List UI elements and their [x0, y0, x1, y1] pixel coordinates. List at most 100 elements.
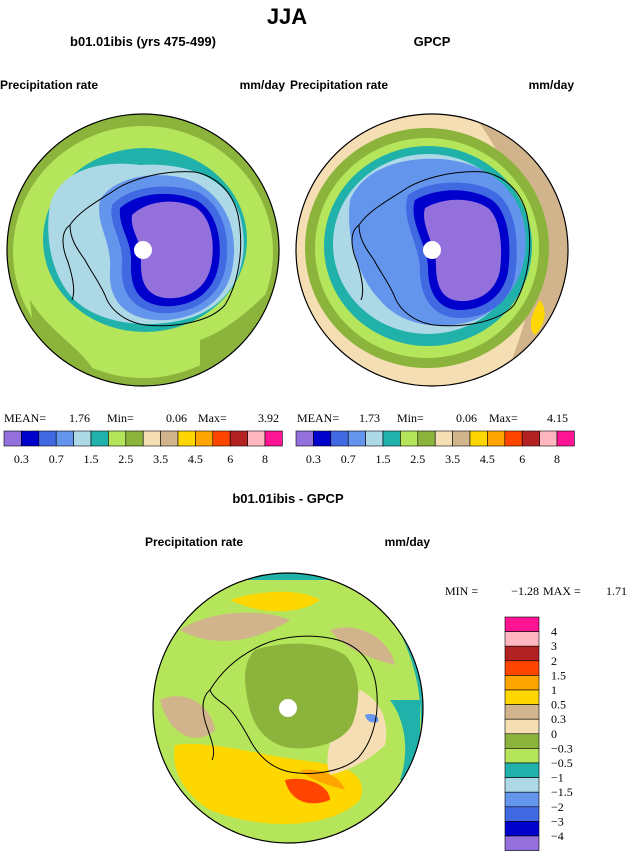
colorbar-tick-label: −1	[551, 771, 564, 785]
colorbar-tick-label: 8	[554, 452, 560, 466]
panel-b-right-label: mm/day	[529, 78, 575, 92]
panel-c-min-label: MIN =	[445, 584, 478, 598]
colorbar-tick-label: 3.5	[153, 452, 168, 466]
panel-a-right-label: mm/day	[240, 78, 286, 92]
colorbar-tick-label: 6	[519, 452, 525, 466]
colorbar-tick-label: 0.5	[551, 698, 566, 712]
colorbar-swatch	[504, 675, 540, 691]
colorbar-tick-label: 3	[551, 639, 557, 653]
colorbar-swatch	[434, 430, 453, 447]
colorbar-swatch	[295, 430, 314, 447]
colorbar-swatch	[247, 430, 266, 447]
panel-c-title: b01.01ibis - GPCP	[232, 491, 344, 506]
panel-a-mean: 1.76	[69, 411, 90, 425]
colorbar-tick-label: 0.7	[49, 452, 64, 466]
panel-c-left-label: Precipitation rate	[145, 535, 243, 549]
colorbar-swatch	[452, 430, 471, 447]
colorbar-swatch	[504, 748, 540, 764]
colorbar-swatch	[212, 430, 231, 447]
panel-b-max: 4.15	[547, 411, 568, 425]
map-model	[6, 113, 280, 387]
panel-c-max-label: MAX =	[543, 584, 581, 598]
colorbar-tick-label: 0.3	[14, 452, 29, 466]
colorbar-tick-label: 6	[227, 452, 233, 466]
colorbar-swatch	[90, 430, 109, 447]
colorbar-tick-label: 1.5	[376, 452, 391, 466]
colorbar-tick-label: 1	[551, 683, 557, 697]
colorbar-swatch	[313, 430, 332, 447]
colorbar-swatch	[504, 660, 540, 676]
colorbar-swatch	[382, 430, 401, 447]
colorbar-swatch	[21, 430, 40, 447]
colorbar-swatch	[504, 704, 540, 720]
colorbar-swatch	[504, 631, 540, 647]
colorbar-swatch	[160, 430, 179, 447]
colorbar-swatch	[264, 430, 283, 447]
colorbar-swatch	[504, 645, 540, 662]
panel-a-min: 0.06	[166, 411, 187, 425]
colorbar-swatch	[3, 430, 22, 447]
colorbar-tick-label: 2	[551, 654, 557, 668]
colorbar-swatch	[504, 689, 540, 705]
colorbar-swatch	[142, 430, 161, 447]
colorbar-tick-label: 8	[262, 452, 268, 466]
colorbar-tick-label: 1.5	[84, 452, 99, 466]
colorbar-tick-label: −2	[551, 800, 564, 814]
colorbar-swatch	[469, 430, 488, 447]
colorbar-swatch	[177, 430, 196, 447]
colorbar-swatch	[504, 791, 540, 808]
colorbar-swatch	[417, 430, 436, 447]
colorbar-swatch	[487, 430, 506, 447]
colorbar-swatch	[504, 733, 540, 749]
panel-c-max: 1.71	[606, 584, 627, 598]
colorbar-swatch	[195, 430, 214, 447]
colorbar-tick-label: −1.5	[551, 785, 573, 799]
colorbar-swatch	[504, 806, 540, 822]
colorbar-tick-label: 4.5	[480, 452, 495, 466]
panel-b-mean-label: MEAN=	[297, 411, 339, 425]
colorbar-tick-label: −0.3	[551, 741, 573, 755]
panel-c-right-label: mm/day	[385, 535, 431, 549]
colorbar-gpcp: 0.3 0.7 1.5 2.5 3.5 4.5 6 8	[295, 430, 575, 466]
colorbar-swatch	[504, 821, 540, 837]
colorbar-tick-label: −4	[551, 829, 564, 843]
colorbar-tick-label: 1.5	[551, 668, 566, 682]
colorbar-swatch	[521, 430, 540, 447]
colorbar-swatch	[504, 762, 540, 778]
colorbar-model: 0.3 0.7 1.5 2.5 3.5 4.5 6 8	[3, 430, 283, 466]
panel-b-title: GPCP	[414, 34, 451, 49]
panel-b-mean: 1.73	[359, 411, 380, 425]
colorbar-tick-label: 3.5	[445, 452, 460, 466]
colorbar-tick-label: −0.5	[551, 756, 573, 770]
panel-a-title: b01.01ibis (yrs 475-499)	[70, 34, 216, 49]
panel-a-mean-label: MEAN=	[4, 411, 46, 425]
colorbar-swatch	[55, 430, 74, 447]
colorbar-tick-label: 0	[551, 727, 557, 741]
panel-b-min-label: Min=	[397, 411, 424, 425]
colorbar-swatch	[108, 430, 127, 447]
colorbar-swatch	[347, 430, 366, 447]
colorbar-tick-label: 4	[551, 625, 557, 639]
panel-b-left-label: Precipitation rate	[290, 78, 388, 92]
panel-c-min: −1.28	[511, 584, 539, 598]
colorbar-tick-label: 0.3	[551, 712, 566, 726]
colorbar-swatch	[38, 430, 57, 447]
panel-a-max-label: Max=	[198, 411, 227, 425]
colorbar-swatch	[504, 430, 523, 447]
colorbar-swatch	[539, 430, 558, 447]
panel-a-left-label: Precipitation rate	[0, 78, 98, 92]
colorbar-swatch	[504, 616, 540, 632]
colorbar-swatch	[125, 430, 144, 447]
colorbar-tick-label: 2.5	[118, 452, 133, 466]
map-gpcp	[295, 113, 569, 387]
colorbar-swatch	[504, 777, 540, 793]
colorbar-swatch	[73, 430, 92, 447]
map-difference	[152, 572, 424, 844]
colorbar-tick-label: 0.7	[341, 452, 356, 466]
main-title: JJA	[267, 4, 307, 29]
colorbar-swatch	[330, 430, 349, 447]
panel-a-max: 3.92	[258, 411, 279, 425]
panel-b-max-label: Max=	[489, 411, 518, 425]
